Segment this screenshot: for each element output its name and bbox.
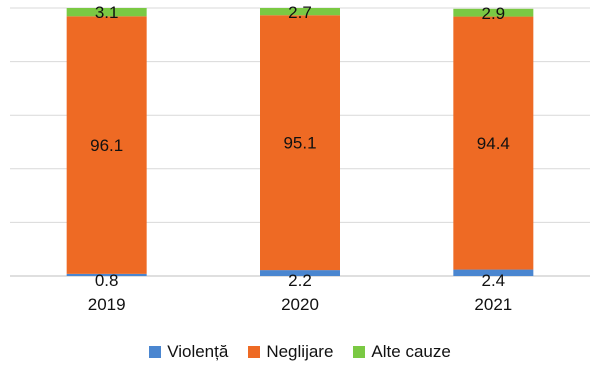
legend-swatch: [149, 346, 162, 358]
bar-alte-cauze-2021: [453, 8, 534, 17]
bar-alte-cauze-2020: [260, 8, 340, 16]
bar-alte-cauze-2019: [66, 8, 147, 17]
data-label: 95.1: [283, 134, 316, 153]
legend-item: Alte cauze: [353, 342, 451, 362]
legend-label: Alte cauze: [371, 342, 451, 361]
legend-item: Violență: [149, 342, 228, 362]
bar-violență-2021: [453, 269, 534, 276]
legend-swatch: [248, 346, 261, 358]
data-label: 3.1: [95, 3, 119, 22]
data-label: 2.7: [288, 3, 312, 22]
chart-plot: 0.8 96.1 3.1 2019 2.2 95.1 2.7 2020 2.4 94.4 2.9 20…: [10, 3, 590, 314]
x-tick-label: 2020: [281, 295, 319, 314]
x-tick-label: 2021: [474, 295, 512, 314]
legend-swatch: [353, 346, 366, 358]
data-label: 2.4: [482, 271, 506, 290]
legend-label: Violență: [167, 342, 229, 361]
bar-violență-2019: [66, 273, 147, 276]
data-label: 94.4: [477, 134, 510, 153]
data-label: 2.9: [482, 4, 506, 23]
x-tick-label: 2019: [88, 295, 126, 314]
legend-label: Neglijare: [266, 342, 334, 361]
data-label: 0.8: [95, 271, 119, 290]
legend-item: Neglijare: [248, 342, 333, 362]
bar-neglijare-2019: [66, 16, 147, 274]
bar-violență-2020: [260, 270, 340, 276]
data-label: 2.2: [288, 271, 312, 290]
legend: Violență Neglijare Alte cauze: [0, 340, 600, 364]
data-label: 96.1: [90, 136, 123, 155]
bar-neglijare-2020: [260, 15, 340, 271]
bar-neglijare-2021: [453, 16, 534, 270]
